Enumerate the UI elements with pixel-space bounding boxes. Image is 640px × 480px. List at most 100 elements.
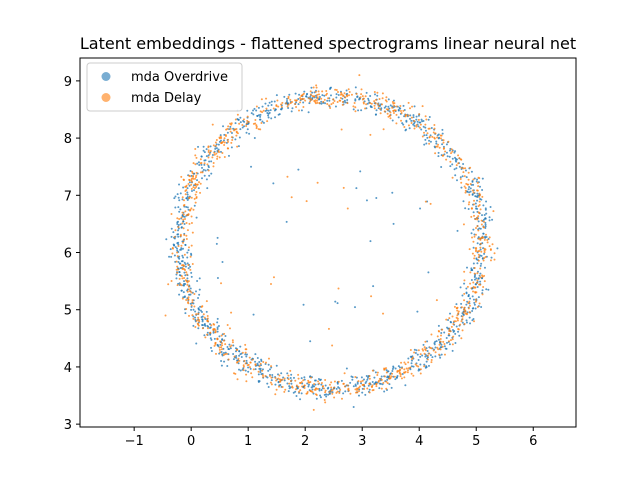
overdrive-point — [429, 134, 432, 137]
overdrive-point — [372, 285, 375, 288]
delay-point — [423, 352, 426, 355]
overdrive-point — [357, 109, 360, 112]
delay-point — [185, 308, 188, 311]
delay-point — [400, 377, 403, 380]
overdrive-point — [203, 151, 206, 154]
overdrive-point — [297, 168, 300, 171]
overdrive-point — [483, 252, 486, 255]
delay-point — [190, 196, 193, 199]
delay-point — [486, 238, 489, 241]
overdrive-point — [210, 172, 213, 175]
delay-point — [299, 389, 302, 392]
overdrive-point — [241, 126, 244, 129]
delay-point — [258, 365, 261, 368]
overdrive-point — [307, 385, 310, 388]
overdrive-point — [192, 324, 195, 327]
overdrive-point — [269, 109, 272, 112]
overdrive-point — [349, 381, 352, 384]
delay-point — [340, 397, 343, 400]
delay-point — [195, 171, 198, 174]
overdrive-point — [389, 104, 392, 107]
x-tick-label: 5 — [472, 434, 480, 449]
delay-point — [191, 262, 194, 265]
overdrive-point — [390, 386, 393, 389]
delay-point — [236, 378, 239, 381]
overdrive-point — [467, 207, 470, 210]
delay-point — [456, 317, 459, 320]
overdrive-point — [207, 154, 210, 157]
overdrive-point — [239, 116, 242, 119]
delay-point — [477, 237, 480, 240]
overdrive-point — [466, 266, 468, 269]
overdrive-point — [187, 267, 190, 270]
delay-point — [189, 255, 192, 258]
delay-point — [182, 213, 185, 216]
delay-point — [474, 300, 477, 303]
delay-point — [457, 154, 460, 157]
delay-point — [465, 182, 468, 185]
overdrive-point — [179, 262, 182, 265]
delay-point — [459, 178, 462, 181]
delay-point — [230, 123, 233, 126]
delay-point — [333, 396, 336, 399]
delay-point — [481, 195, 484, 198]
overdrive-point — [300, 109, 303, 112]
overdrive-point — [412, 114, 415, 117]
delay-point — [272, 276, 275, 279]
delay-point — [186, 273, 189, 276]
delay-point — [453, 305, 456, 308]
delay-point — [417, 365, 420, 368]
overdrive-point — [197, 296, 200, 299]
overdrive-point — [429, 354, 432, 357]
delay-point — [452, 322, 455, 325]
delay-point — [299, 96, 302, 99]
overdrive-point — [182, 291, 185, 294]
delay-point — [368, 382, 371, 385]
overdrive-point — [286, 372, 289, 375]
delay-point — [386, 112, 389, 115]
overdrive-point — [360, 382, 363, 385]
delay-point — [274, 393, 277, 396]
overdrive-point — [267, 385, 270, 388]
chart-title: Latent embeddings - flattened spectrogra… — [80, 34, 576, 53]
delay-point — [466, 285, 469, 288]
delay-point — [472, 290, 475, 293]
delay-point — [362, 383, 365, 386]
delay-point — [471, 236, 474, 239]
delay-point — [287, 374, 290, 377]
overdrive-point — [435, 340, 438, 343]
overdrive-point — [203, 174, 206, 177]
delay-point — [412, 374, 415, 377]
delay-point — [323, 399, 326, 402]
delay-point — [400, 367, 403, 370]
delay-point — [290, 196, 293, 199]
delay-point — [431, 135, 434, 138]
overdrive-point — [357, 394, 360, 397]
delay-point — [187, 263, 190, 266]
delay-point — [294, 103, 297, 106]
overdrive-point — [310, 386, 313, 389]
overdrive-point — [198, 163, 201, 166]
delay-point — [183, 253, 186, 256]
delay-point — [181, 297, 184, 300]
delay-point — [301, 97, 304, 100]
delay-point — [261, 374, 264, 377]
delay-point — [455, 307, 458, 310]
delay-point — [476, 218, 479, 221]
overdrive-point — [352, 108, 355, 111]
delay-point — [484, 256, 487, 259]
delay-point — [323, 387, 325, 390]
delay-point — [441, 154, 444, 157]
overdrive-point — [335, 93, 338, 96]
delay-point — [472, 281, 475, 284]
delay-point — [394, 109, 397, 112]
delay-point — [476, 189, 479, 192]
overdrive-point — [178, 210, 181, 213]
delay-point — [477, 256, 480, 259]
overdrive-point — [484, 227, 487, 230]
overdrive-point — [424, 129, 427, 132]
delay-point — [469, 166, 472, 169]
delay-point — [457, 312, 460, 315]
overdrive-point — [479, 272, 482, 275]
delay-point — [361, 379, 364, 382]
